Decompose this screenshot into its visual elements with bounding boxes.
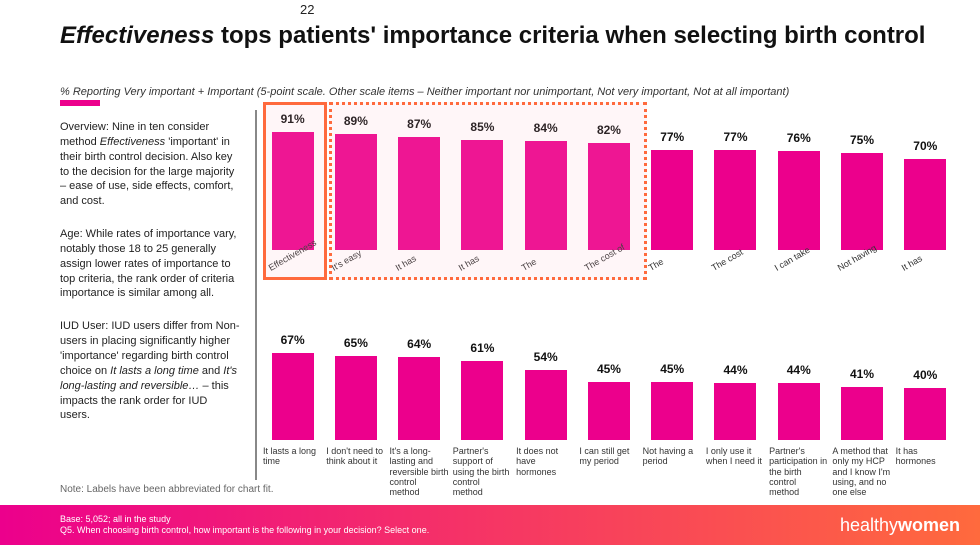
- slide: 22 Effectiveness tops patients' importan…: [0, 0, 980, 545]
- bar: [714, 383, 756, 440]
- bar-value-label: 40%: [913, 368, 937, 382]
- footnote: Note: Labels have been abbreviated for c…: [60, 484, 273, 495]
- bar-col: 64%: [390, 357, 449, 440]
- bar-category-label: I can still get my period: [579, 446, 638, 498]
- y-axis: [255, 110, 257, 480]
- bar-category-label: It has hormones: [896, 446, 955, 498]
- bar-value-label: 61%: [470, 341, 494, 355]
- title-text: tops patients' importance criteria when …: [214, 22, 925, 49]
- footer: Base: 5,052; all in the study Q5. When c…: [0, 505, 980, 545]
- bar-value-label: 77%: [660, 130, 684, 144]
- bar-value-label: 44%: [723, 363, 747, 377]
- chart-area: 91% 89% 87% 85% 84% 82% 77% 77% 76% 75% 70% Effect…: [255, 110, 955, 480]
- bar: [904, 388, 946, 440]
- bar-category-label: I only use it when I need it: [706, 446, 765, 498]
- bar-value-label: 87%: [407, 117, 431, 131]
- bar-category-label: Partner's participation in the birth con…: [769, 446, 828, 498]
- bar-value-label: 70%: [913, 139, 937, 153]
- bar-value-label: 85%: [470, 120, 494, 134]
- overview-paragraph: Overview: Nine in ten consider method Ef…: [60, 120, 240, 209]
- bar-value-label: 77%: [723, 130, 747, 144]
- bar-group-bottom: 67%65%64%61%54%45%45%44%44%41%40%: [263, 300, 955, 440]
- bar: [588, 382, 630, 441]
- bar-col: 44%: [706, 383, 765, 440]
- bar-col: 67%: [263, 353, 322, 440]
- bar-value-label: 84%: [534, 121, 558, 135]
- bar: [461, 361, 503, 440]
- bar: [651, 382, 693, 441]
- bar-col: 40%: [896, 388, 955, 440]
- bar-category-label: It's a long-lasting and reversible birth…: [390, 446, 449, 498]
- bar-col: 45%: [643, 382, 702, 441]
- bar-value-label: 45%: [597, 362, 621, 376]
- bar-value-label: 65%: [344, 336, 368, 350]
- bar-category-label: Partner's support of using the birth con…: [453, 446, 512, 498]
- bar-value-label: 64%: [407, 337, 431, 351]
- bar: [335, 356, 377, 441]
- bar-value-label: 44%: [787, 363, 811, 377]
- bar-value-label: 91%: [281, 112, 305, 126]
- chart-row-bottom: 67%65%64%61%54%45%45%44%44%41%40% It las…: [263, 300, 955, 480]
- brand-logo: healthywomen: [840, 515, 960, 536]
- footer-source: Base: 5,052; all in the study Q5. When c…: [60, 514, 429, 536]
- bar-col: 65%: [326, 356, 385, 441]
- bar-value-label: 75%: [850, 133, 874, 147]
- bar-col: 41%: [832, 387, 891, 440]
- page-title: Effectiveness tops patients' importance …: [60, 22, 960, 50]
- bar-col: 54%: [516, 370, 575, 440]
- subtitle: % Reporting Very important + Important (…: [60, 86, 960, 98]
- bar-value-label: 41%: [850, 367, 874, 381]
- bar: [272, 132, 314, 250]
- bar-col: 44%: [769, 383, 828, 440]
- sidebar-text: Overview: Nine in ten consider method Ef…: [60, 120, 240, 441]
- bar-value-label: 67%: [281, 333, 305, 347]
- bar: [525, 370, 567, 440]
- bar-value-label: 76%: [787, 131, 811, 145]
- iud-paragraph: IUD User: IUD users differ from Non-user…: [60, 319, 240, 423]
- bar-category-label: A method that only my HCP and I know I'm…: [832, 446, 891, 498]
- bar-value-label: 82%: [597, 123, 621, 137]
- bar-category-label: Not having a period: [643, 446, 702, 498]
- bar-value-label: 45%: [660, 362, 684, 376]
- bar: [778, 383, 820, 440]
- bar-category-label: I don't need to think about it: [326, 446, 385, 498]
- bar: [841, 387, 883, 440]
- bar: [272, 353, 314, 440]
- age-paragraph: Age: While rates of importance vary, not…: [60, 227, 240, 301]
- label-group-bottom: It lasts a long timeI don't need to thin…: [263, 446, 955, 498]
- accent-bar: [60, 100, 100, 106]
- bar-col: 61%: [453, 361, 512, 440]
- title-emphasis: Effectiveness: [60, 22, 214, 49]
- bar-col: 45%: [579, 382, 638, 441]
- bar-group-top: 91% 89% 87% 85% 84% 82% 77% 77% 76% 75% 70%: [263, 110, 955, 250]
- label-group-top: EffectivenessIt's easyIt hasIt hasTheThe…: [263, 256, 955, 272]
- chart-row-top: 91% 89% 87% 85% 84% 82% 77% 77% 76% 75% 70% Effect…: [263, 110, 955, 290]
- bar: [398, 357, 440, 440]
- page-number: 22: [300, 2, 314, 17]
- bar-value-label: 54%: [534, 350, 558, 364]
- bar-category-label: It does not have hormones: [516, 446, 575, 498]
- bar-value-label: 89%: [344, 114, 368, 128]
